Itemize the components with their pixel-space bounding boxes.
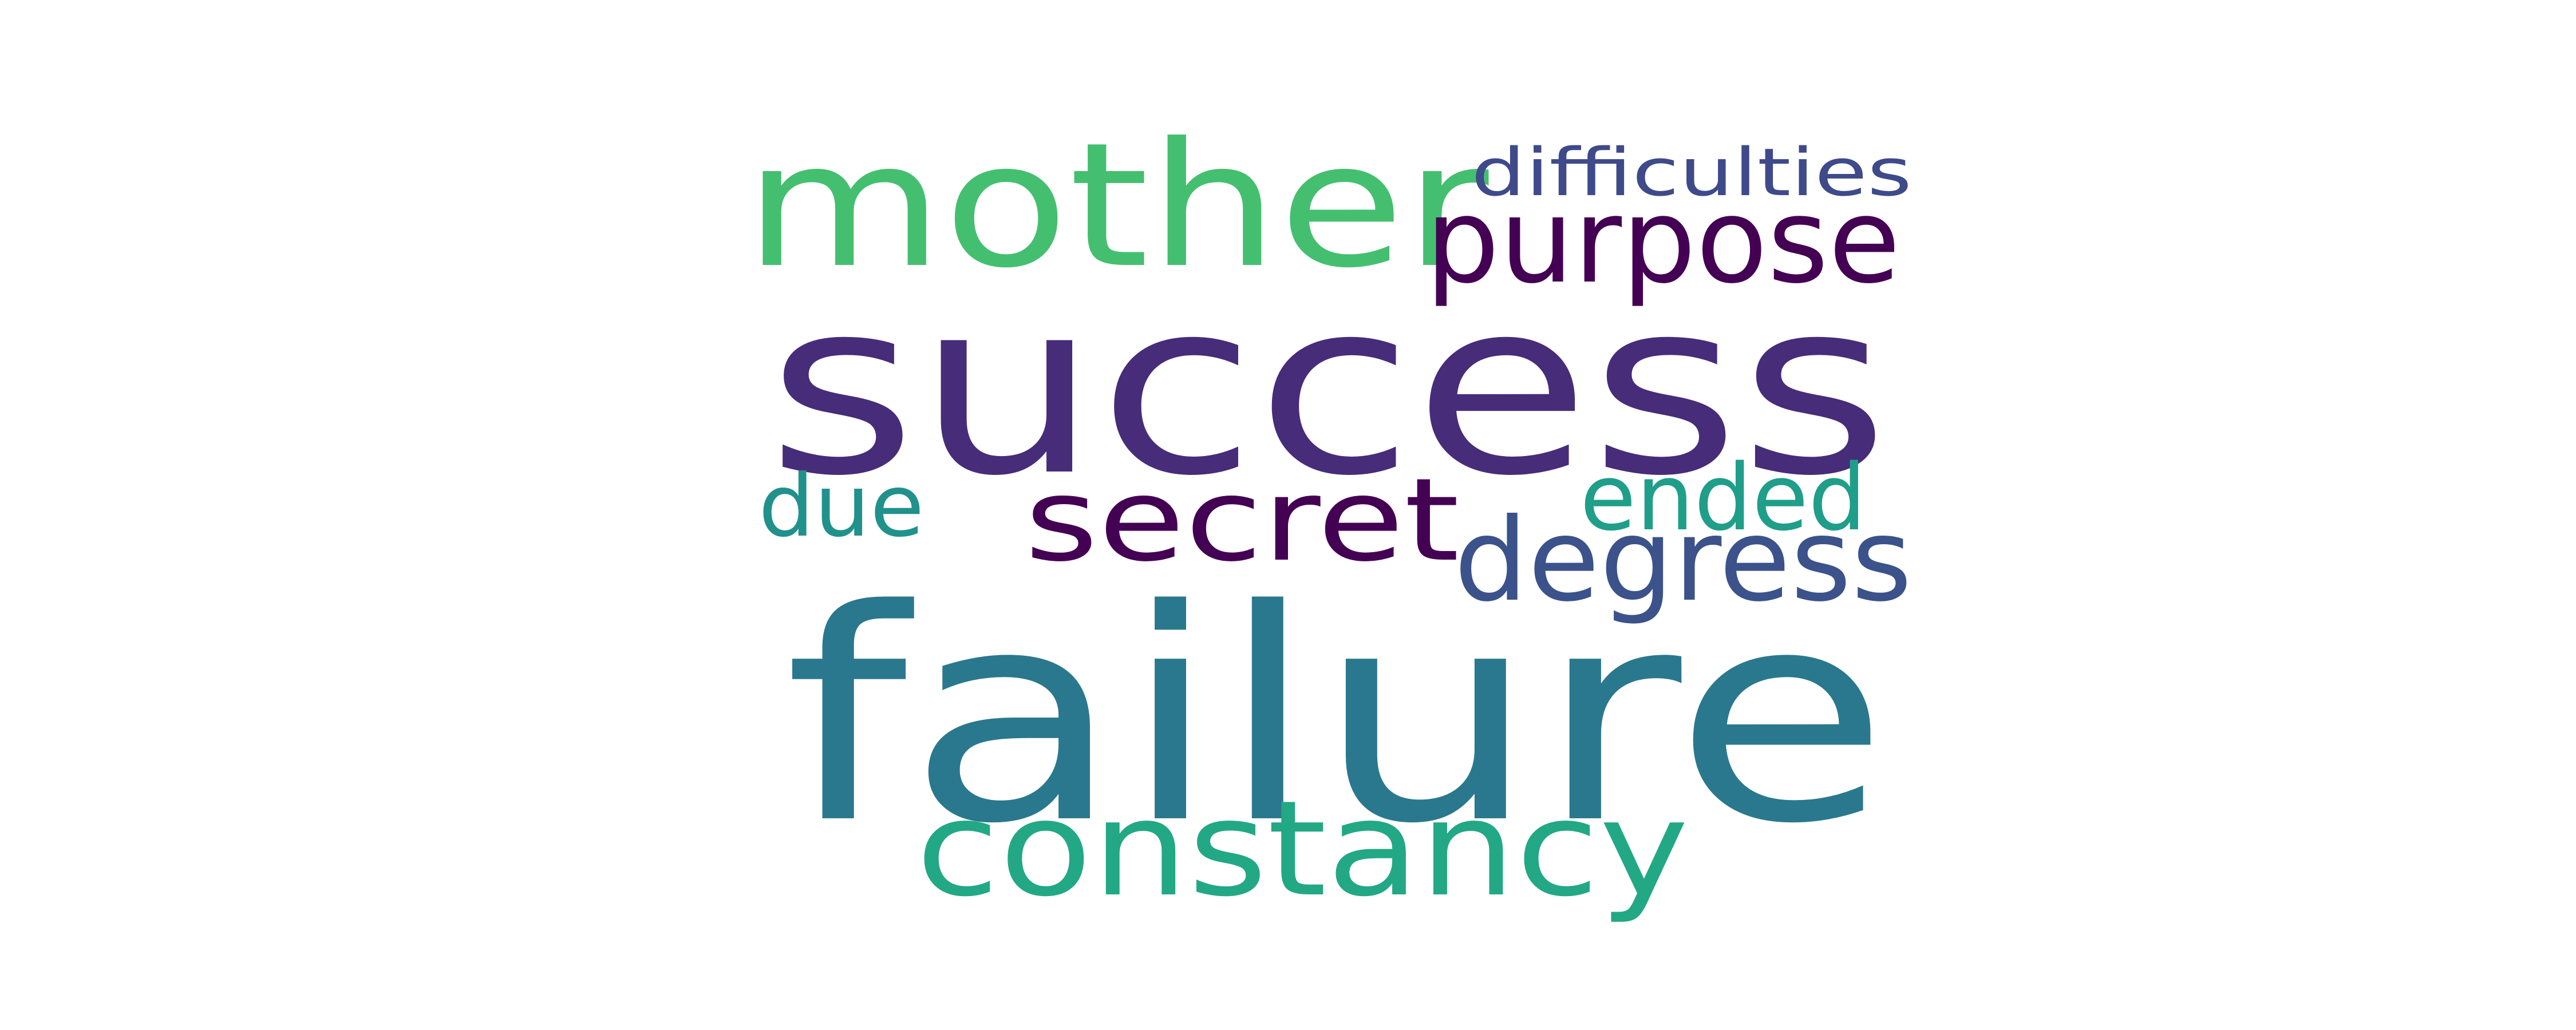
word-degress: degress [1454,494,1913,627]
word-constancy: constancy [916,773,1689,926]
word-success: success [767,249,1889,529]
word-purpose: purpose [1425,173,1901,310]
word-secret: secret [1025,454,1460,587]
word-failure: failure [784,548,1889,888]
word-ended: ended [1580,444,1867,551]
word-mother: mother [744,106,1489,306]
word-difficulties: difficulties [1471,134,1912,211]
word-due: due [758,457,924,556]
